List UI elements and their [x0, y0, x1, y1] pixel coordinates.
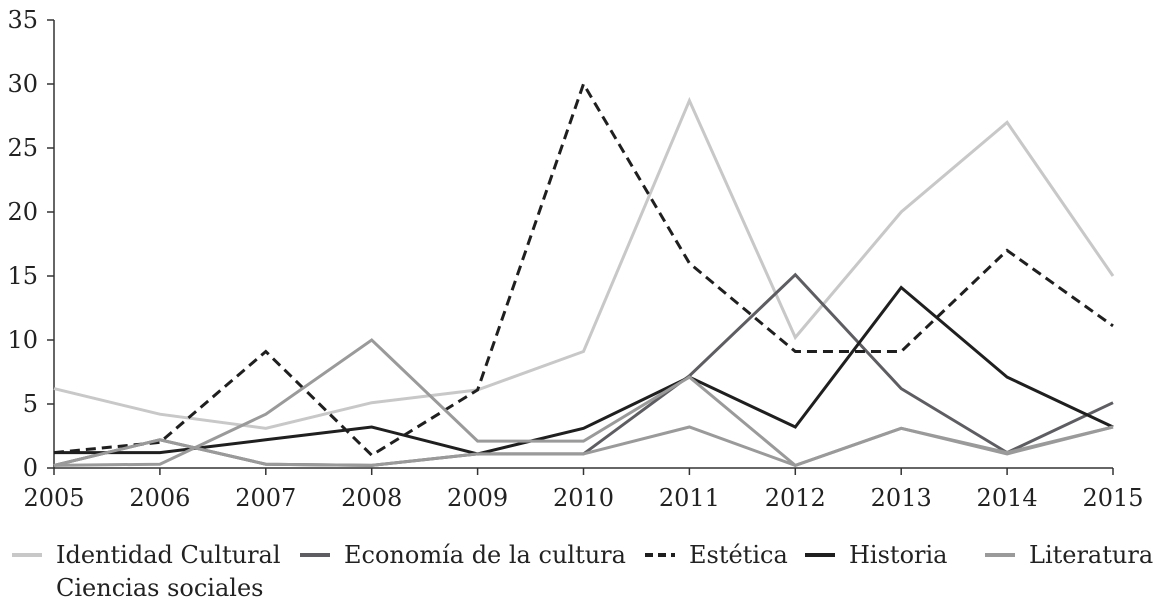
- y-tick-label: 15: [7, 262, 38, 290]
- x-tick-label: 2007: [235, 484, 296, 512]
- x-tick-label: 2008: [341, 484, 402, 512]
- legend-label-5: Ciencias sociales: [56, 574, 263, 602]
- x-tick-label: 2012: [765, 484, 826, 512]
- x-tick-label: 2011: [659, 484, 720, 512]
- x-tick-label: 2013: [871, 484, 932, 512]
- series-line-1: [53, 272, 1114, 467]
- series-line-5: [53, 425, 1114, 467]
- axes: 0 5 10 15 20 25 30 35 2005 2006 2007 2008 2009 2010 20…: [7, 6, 1143, 512]
- x-tick-label: 2005: [23, 484, 84, 512]
- x-tick-label: 2006: [129, 484, 190, 512]
- series-line-3: [54, 285, 1114, 456]
- legend-label-4: Literatura: [1029, 541, 1153, 569]
- y-tick-label: 10: [7, 326, 38, 354]
- y-tick-label: 35: [7, 6, 38, 34]
- series-line-0: [53, 96, 1115, 430]
- legend-label-1: Economía de la cultura: [344, 541, 626, 569]
- y-tick-label: 5: [23, 390, 38, 418]
- legend-label-3: Historia: [849, 541, 947, 569]
- x-tick-label: 2014: [977, 484, 1038, 512]
- y-tick-label: 20: [7, 198, 38, 226]
- series-line-2: [53, 80, 1114, 458]
- y-tick-label: 0: [23, 454, 38, 482]
- legend-label-2: Estética: [689, 541, 788, 569]
- series-lines: [53, 80, 1115, 468]
- legend-label-0: Identidad Cultural: [56, 541, 281, 569]
- x-tick-label: 2015: [1082, 484, 1143, 512]
- y-tick-label: 30: [7, 70, 38, 98]
- legend: Identidad Cultural Economía de la cultura…: [12, 541, 1153, 602]
- x-tick-label: 2009: [447, 484, 508, 512]
- x-tick-label: 2010: [553, 484, 614, 512]
- y-tick-label: 25: [7, 134, 38, 162]
